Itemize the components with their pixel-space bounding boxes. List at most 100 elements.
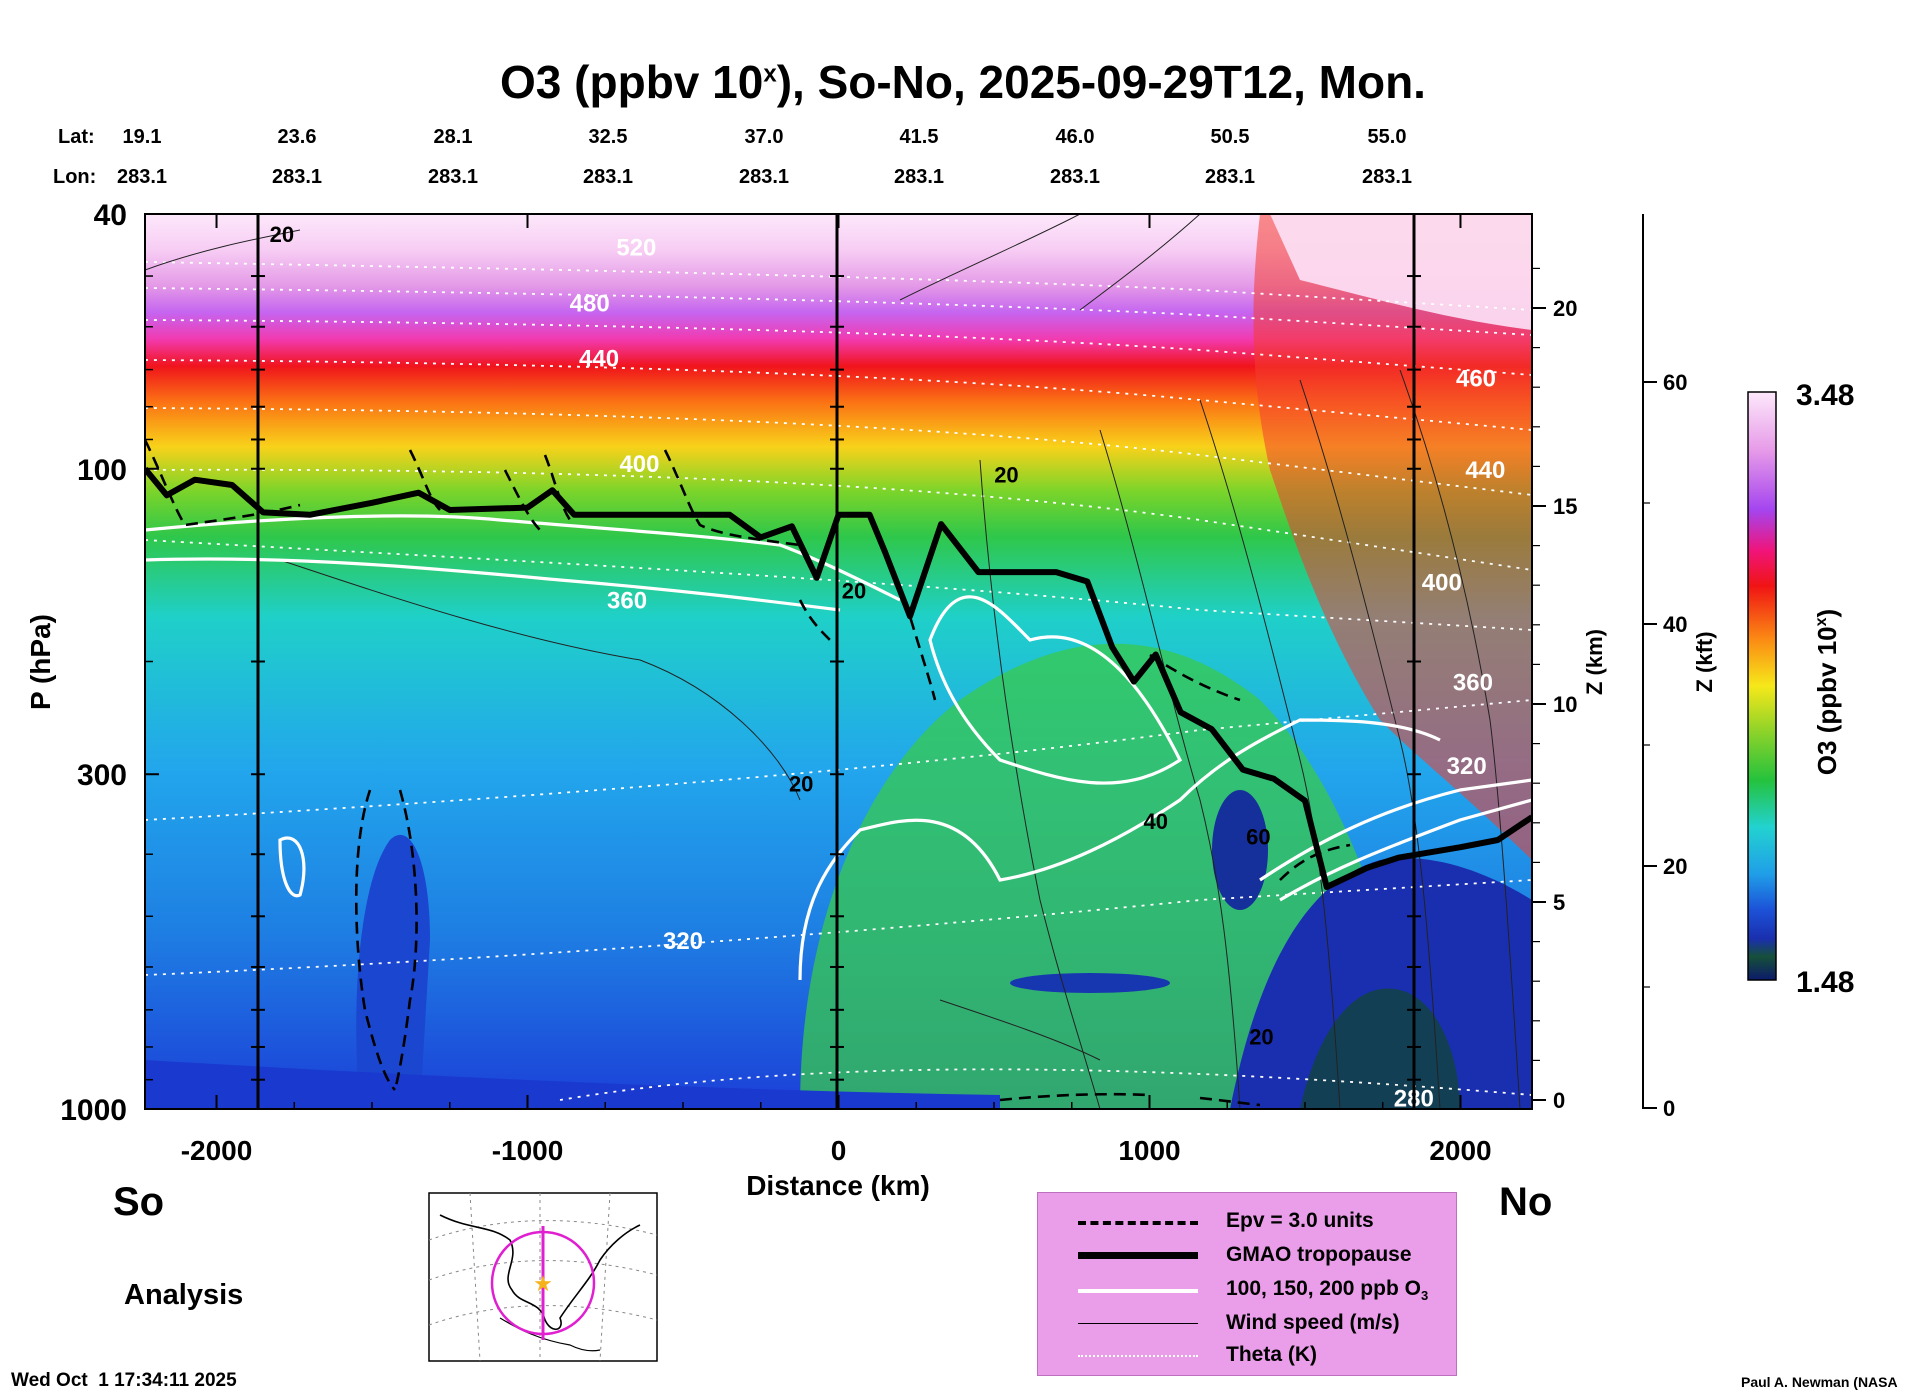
wind-label: 20 (994, 462, 1018, 487)
lat-value: 50.5 (1210, 126, 1250, 148)
ozone-minimum-band (1010, 973, 1170, 993)
x-tick-label: 2000 (1429, 1135, 1491, 1166)
lat-value: 46.0 (1055, 126, 1095, 148)
theta-label: 400 (1422, 570, 1462, 597)
y-tick-label: 100 (77, 454, 127, 487)
theta-label: 360 (607, 587, 647, 614)
y-tick-label: 300 (77, 759, 127, 792)
northern-high-ozone (1253, 214, 1532, 860)
z-kft-tick-label: 40 (1663, 612, 1687, 637)
lon-value: 283.1 (738, 166, 790, 188)
theta-label: 320 (1447, 753, 1487, 780)
lon-value: 283.1 (1049, 166, 1101, 188)
northern-low-ozone (1230, 858, 1532, 1109)
z-km-tick-label: 5 (1553, 890, 1565, 915)
map-graticule (428, 1192, 658, 1362)
theta-label: 520 (616, 235, 656, 262)
lat-value: 23.6 (277, 126, 317, 148)
z-km-axis: 0 5 10 15 20 (1531, 214, 1577, 1113)
lat-label: Lat: (58, 126, 95, 148)
legend-item-wind: Wind speed (m/s) (1038, 1309, 1456, 1339)
legend: Epv = 3.0 units GMAO tropopause 100, 150… (1037, 1192, 1457, 1376)
theta-label: 480 (570, 291, 610, 318)
z-km-tick-label: 20 (1553, 296, 1577, 321)
z-km-tick-label: 10 (1553, 692, 1577, 717)
lon-value: 283.1 (582, 166, 634, 188)
coastline (439, 1214, 641, 1330)
wind-label: 20 (789, 771, 813, 796)
z-kft-axis-label: Z (kft) (1692, 631, 1717, 692)
legend-item-ozone-contours: 100, 150, 200 ppb O3 (1038, 1275, 1456, 1305)
surface-low-ozone (145, 1060, 1000, 1109)
lat-value: 41.5 (899, 126, 939, 148)
z-km-axis-label: Z (km) (1582, 629, 1607, 695)
map-center-star-icon: ★ (533, 1271, 553, 1296)
theta-contours (145, 261, 1532, 1101)
upper-stratosphere-north (1270, 214, 1532, 330)
lat-value: 37.0 (744, 126, 784, 148)
colorbar (1747, 391, 1777, 981)
x-tick-label: -1000 (492, 1135, 564, 1166)
southern-low-ozone-column (356, 834, 430, 1109)
legend-item-tropopause: GMAO tropopause (1038, 1241, 1456, 1271)
wind-label: 20 (1249, 1024, 1273, 1049)
legend-swatch-dashed (1078, 1221, 1198, 1225)
lat-value: 55.0 (1367, 126, 1407, 148)
lon-value: 283.1 (427, 166, 479, 188)
credit: Paul A. Newman (NASA (1741, 1374, 1898, 1390)
x-tick-label: -2000 (181, 1135, 253, 1166)
x-tick-label: 0 (831, 1135, 847, 1166)
x-tick-label: 1000 (1118, 1135, 1180, 1166)
wind-label: 20 (842, 579, 866, 604)
legend-item-epv: Epv = 3.0 units (1038, 1207, 1456, 1237)
colorbar-label: O3 (ppbv 10x) (1812, 609, 1842, 775)
lat-value: 32.5 (588, 126, 628, 148)
wind-label: 60 (1246, 824, 1270, 849)
colorbar-min-label: 1.48 (1796, 966, 1854, 999)
y-axis: 40 100 300 1000 (60, 199, 159, 1127)
wind-label: 40 (1143, 809, 1167, 834)
z-km-tick-label: 15 (1553, 494, 1577, 519)
north-label: No (1499, 1180, 1553, 1224)
legend-swatch-dotted (1078, 1355, 1198, 1357)
timestamp: Wed Oct 1 17:34:11 2025 (11, 1370, 237, 1391)
legend-swatch-thick (1078, 1252, 1198, 1259)
wind-label: 20 (270, 222, 294, 247)
ozone-minimum-cell (1212, 790, 1268, 910)
z-kft-tick-label: 60 (1663, 370, 1687, 395)
z-kft-axis: 0 20 40 60 (1642, 214, 1687, 1121)
mid-green-tongue (800, 643, 1390, 1109)
lon-label: Lon: (53, 166, 97, 188)
x-axis: -2000 -1000 0 1000 2000 (181, 214, 1492, 1166)
theta-label: 460 (1456, 365, 1496, 392)
lon-value: 283.1 (116, 166, 168, 188)
theta-label: 440 (579, 345, 619, 372)
y-axis-label: P (hPa) (25, 614, 56, 710)
y-tick-label: 1000 (60, 1094, 127, 1127)
theta-label: 320 (663, 928, 703, 955)
legend-swatch-white (1078, 1289, 1198, 1293)
theta-label: 400 (619, 451, 659, 478)
y-tick-label: 40 (94, 199, 127, 232)
x-axis-label: Distance (km) (746, 1170, 930, 1201)
wind-labels: 20 20 20 20 40 60 20 (270, 222, 1274, 1049)
lon-value: 283.1 (893, 166, 945, 188)
lon-value: 283.1 (1361, 166, 1413, 188)
gmao-tropopause-line (145, 466, 1532, 890)
lon-value: 283.1 (1204, 166, 1256, 188)
z-kft-tick-label: 0 (1663, 1096, 1675, 1121)
analysis-label: Analysis (124, 1279, 244, 1311)
lat-value: 28.1 (433, 126, 473, 148)
theta-label: 440 (1465, 457, 1505, 484)
lat-value: 19.1 (122, 126, 162, 148)
theta-label: 360 (1453, 670, 1493, 697)
z-km-tick-label: 0 (1553, 1088, 1565, 1113)
south-label: So (113, 1180, 165, 1224)
legend-swatch-thin (1078, 1323, 1198, 1324)
divider-ticks (251, 275, 1421, 1081)
colorbar-max-label: 3.48 (1796, 379, 1854, 412)
z-kft-tick-label: 20 (1663, 854, 1687, 879)
lon-value: 283.1 (271, 166, 323, 188)
